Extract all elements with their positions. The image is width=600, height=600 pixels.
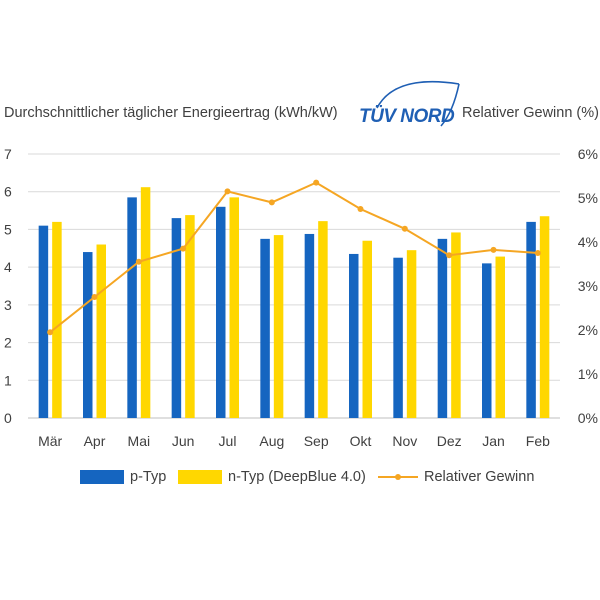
- bar-p-typ: [526, 221, 536, 418]
- bar-n-typ: [318, 221, 328, 418]
- bar-n-typ: [273, 235, 284, 418]
- x-tick-label: Okt: [350, 433, 372, 449]
- point-relativer-gewinn: [490, 246, 497, 253]
- point-relativer-gewinn: [357, 206, 364, 212]
- y-left-tick-label: 1: [4, 372, 12, 388]
- y-left-tick-label: 3: [4, 297, 12, 313]
- bar-p-typ: [83, 252, 93, 418]
- legend-item-p-typ: p-Typ: [80, 469, 166, 485]
- point-relativer-gewinn: [401, 225, 408, 232]
- x-tick-label: Apr: [84, 433, 106, 449]
- y-right-tick-label: 3%: [578, 278, 598, 294]
- bar-n-typ: [362, 240, 372, 418]
- point-relativer-gewinn: [313, 179, 320, 186]
- logo-text: TÜV NORD: [359, 106, 455, 127]
- x-tick-label: Feb: [526, 433, 550, 449]
- bar-p-typ: [127, 197, 137, 418]
- bar-n-typ: [495, 256, 505, 418]
- point-relativer-gewinn: [446, 252, 453, 259]
- right-axis-title: Relativer Gewinn (%): [462, 105, 599, 121]
- y-right-tick-label: 5%: [578, 190, 598, 206]
- y-left-tick-label: 4: [4, 259, 12, 275]
- bar-p-typ: [304, 233, 315, 418]
- y-right-tick-label: 0%: [578, 410, 598, 426]
- logo-arc-icon: [376, 80, 460, 127]
- y-right-tick-label: 1%: [578, 366, 598, 382]
- point-relativer-gewinn: [47, 329, 54, 336]
- point-relativer-gewinn: [135, 258, 142, 265]
- bar-p-typ: [349, 253, 359, 418]
- legend-swatch-relativer-gewinn: [378, 470, 418, 484]
- y-right-tick-label: 4%: [578, 234, 598, 250]
- bar-n-typ: [406, 250, 417, 418]
- bar-p-typ: [393, 257, 403, 418]
- x-tick-label: Sep: [304, 433, 329, 449]
- bar-p-typ: [260, 238, 270, 418]
- x-tick-label: Jun: [172, 433, 195, 449]
- point-relativer-gewinn: [91, 294, 98, 300]
- x-tick-label: Mär: [38, 433, 62, 449]
- bar-n-typ: [140, 187, 151, 418]
- y-left-tick-label: 5: [4, 221, 12, 237]
- bar-n-typ: [539, 216, 550, 418]
- tuv-nord-logo: TÜV NORD: [355, 72, 467, 132]
- bar-p-typ: [216, 206, 226, 418]
- x-tick-label: Jul: [219, 433, 237, 449]
- y-left-tick-label: 0: [4, 410, 12, 426]
- legend-swatch-p-typ: [80, 470, 124, 484]
- point-relativer-gewinn: [224, 188, 231, 195]
- legend-label-n-typ: n-Typ (DeepBlue 4.0): [228, 469, 366, 485]
- x-tick-label: Mai: [128, 433, 151, 449]
- left-axis-title: Durchschnittlicher täglicher Energieertr…: [4, 105, 338, 121]
- bar-p-typ: [482, 263, 492, 418]
- bar-n-typ: [229, 197, 239, 418]
- y-left-tick-label: 7: [4, 146, 12, 162]
- x-tick-label: Dez: [437, 433, 462, 449]
- y-right-tick-label: 6%: [578, 146, 598, 162]
- legend-label-relativer-gewinn: Relativer Gewinn: [424, 469, 535, 485]
- line-relativer-gewinn: [49, 181, 538, 333]
- bar-n-typ: [52, 221, 62, 418]
- point-relativer-gewinn: [180, 245, 187, 252]
- y-right-tick-label: 2%: [578, 322, 598, 338]
- bar-p-typ: [437, 238, 448, 418]
- y-left-tick-label: 6: [4, 184, 12, 200]
- y-left-tick-label: 2: [4, 335, 12, 351]
- bar-p-typ: [38, 225, 49, 418]
- bar-p-typ: [171, 218, 182, 418]
- point-relativer-gewinn: [268, 199, 275, 206]
- legend-item-n-typ: n-Typ (DeepBlue 4.0): [178, 469, 366, 485]
- bar-n-typ: [96, 244, 106, 418]
- x-tick-label: Nov: [392, 433, 417, 449]
- x-tick-label: Aug: [259, 433, 284, 449]
- point-relativer-gewinn: [534, 250, 541, 256]
- legend-swatch-n-typ: [178, 470, 222, 484]
- x-tick-label: Jan: [482, 433, 505, 449]
- legend-item-relativer-gewinn: Relativer Gewinn: [378, 469, 534, 485]
- bar-n-typ: [451, 232, 461, 418]
- bar-n-typ: [185, 215, 195, 418]
- legend-label-p-typ: p-Typ: [130, 469, 167, 485]
